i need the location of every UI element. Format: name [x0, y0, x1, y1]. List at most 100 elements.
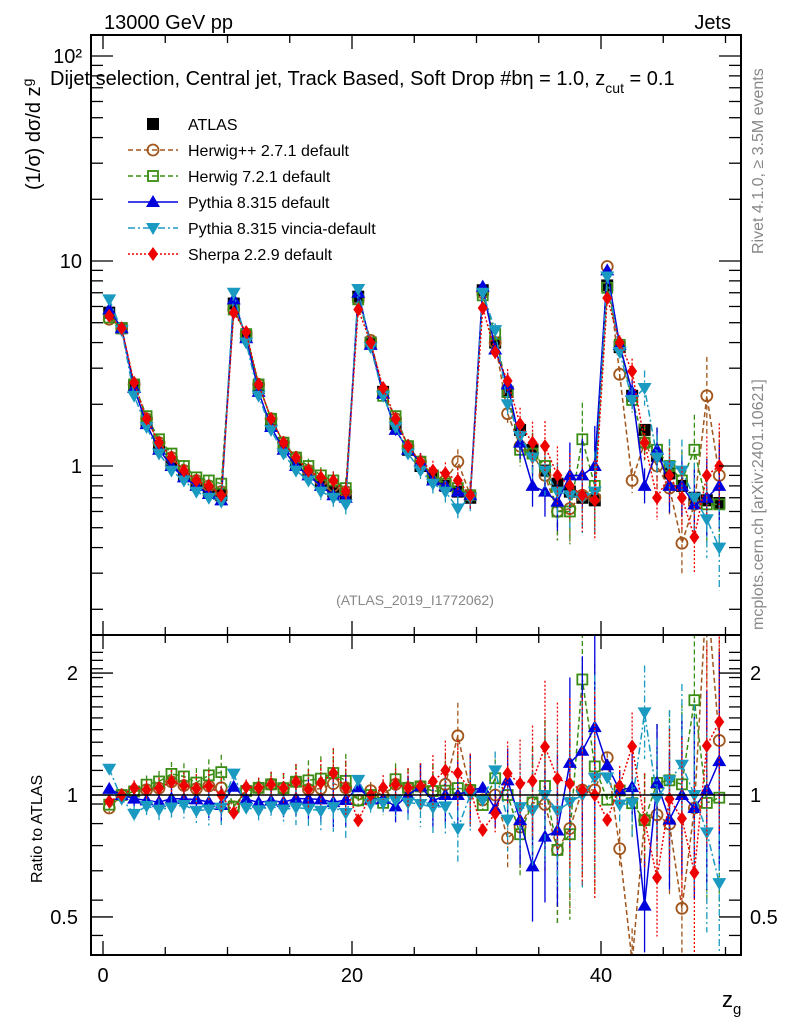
- ratio-series-sherpa-2-2-9-default: [104, 635, 725, 955]
- data-point: [403, 439, 414, 454]
- data-point: [613, 367, 627, 381]
- data-point: [602, 290, 613, 305]
- ratio-y-tick-label: 1: [67, 785, 78, 807]
- data-point: [376, 390, 391, 403]
- data-point: [577, 488, 588, 503]
- ratio-data-point: [564, 776, 575, 791]
- ratio-data-point: [178, 778, 189, 793]
- plot-title-suffix: = 0.1: [624, 68, 675, 90]
- ratio-data-point: [537, 790, 552, 802]
- ratio-data-point: [488, 765, 503, 778]
- data-point: [676, 490, 687, 505]
- data-point: [550, 494, 565, 507]
- ratio-data-point: [689, 865, 700, 880]
- legend-item: Sherpa 2.2.9 default: [128, 247, 333, 264]
- data-point: [353, 302, 364, 317]
- data-point: [650, 452, 665, 465]
- data-point: [639, 435, 650, 450]
- ratio-data-point: [215, 766, 228, 779]
- legend-marker-icon: [147, 170, 159, 182]
- data-point: [164, 465, 179, 478]
- ratio-data-point: [602, 812, 613, 827]
- ratio-y-axis-label: Ratio to ATLAS: [29, 775, 46, 883]
- plot-title-sub: cut: [605, 80, 624, 96]
- data-point: [166, 450, 177, 465]
- plot-title: Dijet selection, Central jet, Track Base…: [50, 68, 675, 96]
- data-point: [425, 478, 440, 491]
- data-point: [427, 463, 438, 478]
- ratio-data-point: [301, 803, 316, 816]
- data-point: [438, 486, 453, 499]
- ratio-data-point: [226, 768, 241, 781]
- data-point: [191, 473, 202, 488]
- data-point: [139, 421, 154, 434]
- ratio-data-point: [613, 842, 627, 856]
- ratio-data-point: [351, 774, 366, 787]
- data-point: [664, 468, 675, 483]
- data-point: [451, 455, 465, 469]
- ratio-y-tick-label: 0.5: [50, 907, 78, 929]
- data-point: [104, 308, 115, 323]
- ratio-data-point: [201, 795, 216, 808]
- data-point: [500, 399, 515, 412]
- data-point: [452, 473, 463, 488]
- ratio-data-point: [712, 754, 727, 767]
- data-point: [502, 373, 513, 388]
- data-point: [241, 325, 252, 340]
- ratio-data-point: [637, 707, 652, 720]
- ratio-data-point: [226, 779, 241, 792]
- data-point: [625, 394, 640, 407]
- ratio-data-point: [600, 772, 615, 785]
- data-point: [102, 294, 117, 307]
- ratio-data-point: [452, 765, 463, 780]
- ratio-data-point: [652, 870, 663, 885]
- ratio-data-point: [403, 780, 414, 795]
- data-point: [490, 344, 501, 359]
- ratio-data-point: [701, 583, 712, 594]
- data-point: [612, 346, 627, 359]
- data-point: [689, 530, 700, 545]
- data-point: [216, 488, 227, 503]
- data-point: [637, 383, 652, 396]
- ratio-data-point: [440, 763, 451, 778]
- analysis-tag: (ATLAS_2019_I1772062): [336, 592, 494, 608]
- ratio-data-point: [390, 777, 401, 792]
- data-point: [700, 389, 714, 403]
- data-point: [141, 411, 152, 426]
- ratio-data-point: [577, 783, 588, 798]
- ratio-data-point: [102, 781, 117, 794]
- ratio-data-point: [378, 780, 389, 795]
- x-tick-label: 0: [97, 965, 108, 987]
- ratio-data-point: [129, 780, 140, 795]
- data-point: [390, 411, 401, 426]
- ratio-y-tick-label-right: 1: [750, 785, 761, 807]
- x-axis-label: zg: [722, 987, 741, 1018]
- data-point: [340, 484, 351, 499]
- data-point: [264, 424, 279, 437]
- data-point: [214, 496, 229, 509]
- data-point: [650, 442, 665, 455]
- data-point: [662, 461, 677, 473]
- data-point: [699, 514, 714, 527]
- data-point: [326, 492, 341, 505]
- legend-label: ATLAS: [188, 117, 238, 134]
- series-herwig-2-7-1-default: [102, 260, 726, 575]
- legend-label: Herwig++ 2.7.1 default: [188, 143, 350, 160]
- ratio-data-point: [189, 805, 204, 818]
- data-point: [315, 470, 326, 485]
- legend-item: Herwig++ 2.7.1 default: [128, 143, 350, 160]
- data-point: [515, 417, 526, 432]
- ratio-data-point: [251, 805, 266, 818]
- series-line: [108, 276, 720, 548]
- data-point: [652, 490, 663, 505]
- ratio-data-point: [600, 758, 615, 771]
- data-point: [253, 377, 264, 392]
- data-point: [675, 536, 689, 550]
- ratio-data-point: [241, 780, 252, 795]
- series-sherpa-2-2-9-default: [104, 290, 725, 573]
- data-point: [351, 284, 366, 297]
- data-point: [201, 492, 216, 505]
- ratio-data-point: [353, 813, 364, 828]
- data-point: [328, 473, 339, 488]
- ratio-data-point: [477, 823, 488, 838]
